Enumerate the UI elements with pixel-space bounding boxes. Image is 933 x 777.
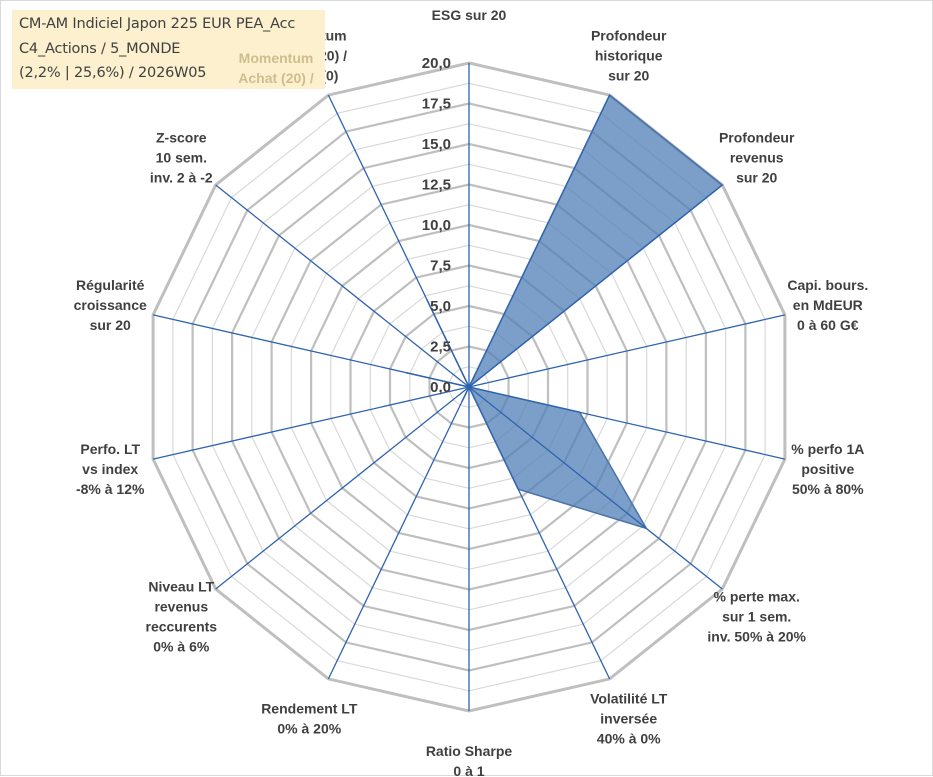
axis-label: Perfo. LT vs index -8% à 12% — [76, 441, 145, 497]
axis-label: Niveau LT revenus reccurents 0% à 6% — [146, 578, 218, 654]
tick-label: 7,5 — [430, 258, 451, 275]
axis-label-line: 40% à 0% — [597, 731, 661, 747]
axis-spoke — [327, 94, 470, 388]
axis-spoke — [468, 314, 786, 388]
axis-label-line: Volatilité LT — [590, 691, 668, 707]
fund-name: CM-AM Indiciel Japon 225 EUR PEA_Acc — [19, 16, 296, 32]
axis-label-line: inv. 50% à 20% — [707, 628, 806, 644]
axis-label-line: 10 sem. — [156, 150, 207, 166]
axis-label-line: Capi. bours. — [787, 277, 868, 293]
axis-label: Profondeur historique sur 20 — [591, 27, 667, 83]
axis-spoke — [468, 386, 786, 460]
tick-label: 15,0 — [422, 136, 451, 153]
momentum-label-line: Achat (20) / — [238, 70, 314, 86]
axis-label: Rendement LT 0% à 20% — [261, 701, 358, 737]
axis-spoke — [152, 314, 470, 388]
axis-label-line: Perfo. LT — [80, 441, 140, 457]
axis-label-line: inv. 2 à -2 — [150, 170, 213, 186]
fund-info-box: CM-AM Indiciel Japon 225 EUR PEA_Acc C4_… — [12, 10, 325, 89]
axis-label-line: Régularité — [76, 277, 145, 293]
axis-spoke — [468, 94, 611, 388]
axis-spoke — [468, 386, 723, 590]
axis-spoke — [468, 184, 723, 388]
axis-label-line: Ratio Sharpe — [426, 743, 513, 759]
tick-label: 17,5 — [422, 96, 451, 113]
spoke-layer — [152, 63, 786, 711]
axis-label-line: vs index — [82, 461, 138, 477]
axis-label-line: -8% à 12% — [76, 481, 145, 497]
axis-label: Ratio Sharpe 0 à 1 — [426, 743, 513, 777]
axis-label-line: reccurents — [146, 618, 218, 634]
momentum-label-faded: Momentum Achat (20) / — [226, 48, 325, 88]
tick-label: 5,0 — [430, 298, 451, 315]
tick-label: 12,5 — [422, 177, 451, 194]
axis-label-line: Profondeur — [719, 130, 795, 146]
axis-label-line: inversée — [600, 711, 657, 727]
axis-label: % perte max. sur 1 sem. inv. 50% à 20% — [707, 588, 806, 644]
axis-label-line: ESG sur 20 — [432, 7, 507, 23]
axis-label-line: 50% à 80% — [792, 481, 864, 497]
axis-label: Capi. bours. en MdEUR 0 à 60 G€ — [787, 277, 868, 333]
axis-label-line: croissance — [74, 297, 147, 313]
axis-label-line: revenus — [730, 150, 784, 166]
tick-label: 10,0 — [422, 217, 451, 234]
axis-spoke — [215, 386, 470, 590]
axis-label-line: positive — [801, 461, 854, 477]
label-layer: Note ESG sur 20 Profondeur historique sur 20… — [74, 1, 869, 777]
axis-label-line: Niveau LT — [148, 578, 214, 594]
axis-label: Z-score 10 sem. inv. 2 à -2 — [150, 130, 213, 186]
axis-spoke — [152, 386, 470, 460]
momentum-label-line: Momentum — [238, 50, 314, 66]
axis-label-line: Z-score — [156, 130, 207, 146]
axis-label: Note ESG sur 20 — [432, 1, 507, 23]
axis-label-line: 0 à 1 — [453, 763, 484, 777]
axis-label-line: en MdEUR — [793, 297, 863, 313]
axis-label-line: 0% à 6% — [153, 638, 210, 654]
tick-layer: 0,0 2,5 5,0 7,5 10,0 12,5 15,0 17,5 20,0 — [422, 55, 451, 396]
axis-label-line: Note — [453, 1, 484, 3]
fund-category: C4_Actions / 5_MONDE — [19, 41, 181, 57]
axis-label-line: Profondeur — [591, 27, 667, 43]
tick-label: 2,5 — [430, 339, 451, 356]
axis-label: Profondeur revenus sur 20 — [719, 130, 795, 186]
axis-label-line: % perfo 1A — [791, 441, 864, 457]
tick-label: 20,0 — [422, 55, 451, 72]
axis-label-line: sur 20 — [736, 170, 777, 186]
axis-label: Régularité croissance sur 20 — [74, 277, 147, 333]
axis-spoke — [327, 386, 470, 680]
fund-stats: (2,2% | 25,6%) / 2026W05 — [19, 65, 207, 81]
axis-label-line: sur 20 — [608, 67, 649, 83]
axis-spoke — [468, 386, 611, 680]
axis-label-line: historique — [595, 47, 663, 63]
axis-label: Volatilité LT inversée 40% à 0% — [590, 691, 668, 747]
axis-label-line: 0% à 20% — [277, 721, 341, 737]
tick-label: 0,0 — [430, 379, 451, 396]
axis-label-line: % perte max. — [714, 588, 800, 604]
axis-label: % perfo 1A positive 50% à 80% — [791, 441, 864, 497]
axis-spoke — [215, 184, 470, 388]
axis-label-line: revenus — [154, 598, 208, 614]
axis-label-line: sur 20 — [90, 317, 131, 333]
axis-label-line: Rendement LT — [261, 701, 358, 717]
axis-label-line: sur 1 sem. — [722, 608, 791, 624]
axis-label-line: 0 à 60 G€ — [797, 317, 859, 333]
